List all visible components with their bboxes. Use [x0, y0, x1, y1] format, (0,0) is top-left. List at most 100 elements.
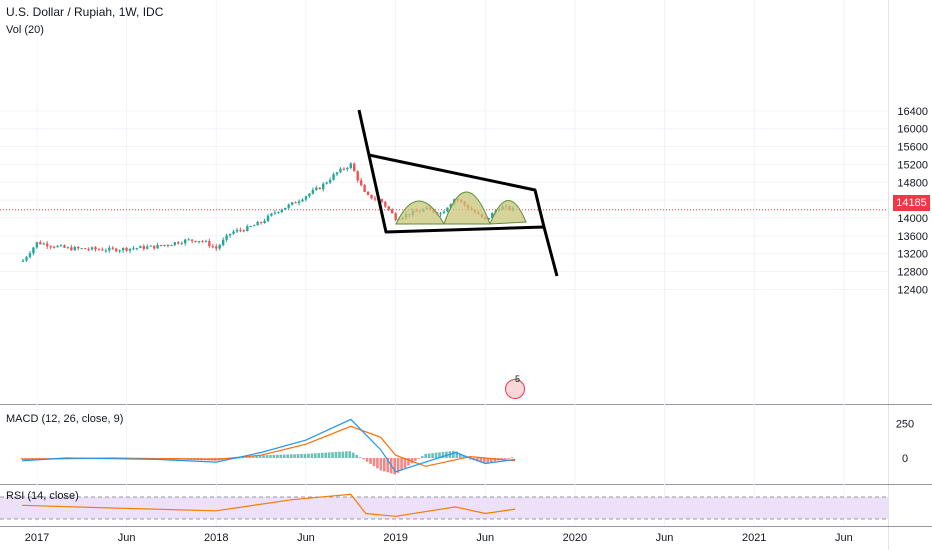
candle-body — [25, 257, 28, 261]
candle-body — [135, 248, 139, 250]
candle-body — [366, 191, 370, 195]
candle-body — [70, 247, 73, 251]
price-tick-label: 13600 — [897, 231, 928, 243]
candle-body — [491, 213, 494, 218]
price-tick-label: 15600 — [897, 142, 928, 154]
time-tick-label: Jun — [476, 532, 494, 544]
candle-body — [359, 180, 363, 186]
candle-body — [225, 235, 228, 240]
candle-body — [97, 249, 101, 251]
candle-body — [442, 211, 446, 214]
macd-histogram-bar — [334, 452, 338, 458]
candle-body — [156, 245, 159, 249]
candle-body — [304, 196, 308, 200]
macd-line — [22, 418, 516, 473]
macd-histogram-bar — [44, 458, 48, 459]
macd-histogram-bar — [327, 452, 331, 458]
candle-body — [315, 187, 318, 190]
macd-histogram-bar — [338, 451, 341, 458]
candle-body — [66, 247, 70, 249]
macd-histogram-bar — [493, 458, 497, 462]
rsi-label[interactable]: RSI (14, close) — [6, 490, 79, 502]
macd-histogram-bar — [479, 458, 483, 463]
candle-body — [194, 240, 197, 243]
volume-label[interactable]: Vol (20) — [6, 24, 44, 36]
macd-histogram-bar — [396, 458, 400, 473]
macd-histogram-bar — [452, 450, 455, 458]
macd-histogram-bar — [341, 451, 345, 458]
macd-histogram-bar — [393, 458, 396, 475]
candle-body — [128, 248, 132, 251]
right-shoulder-shape — [489, 200, 527, 225]
price-tick-label: 12800 — [897, 267, 928, 279]
candle-body — [42, 243, 45, 245]
macd-histogram-bar — [486, 458, 490, 463]
macd-histogram-bar — [379, 458, 383, 471]
time-tick-label: Jun — [656, 532, 674, 544]
left-shoulder-shape — [395, 200, 445, 225]
candle-body — [239, 229, 242, 231]
candle-body — [184, 239, 187, 244]
candle-body — [263, 220, 266, 223]
candle-body — [346, 167, 349, 170]
macd-histogram-bar — [251, 456, 255, 458]
macd-histogram-bar — [324, 452, 327, 458]
time-tick-label: 2018 — [204, 532, 228, 544]
candle-body — [328, 179, 332, 183]
pattern-wedge-upper — [368, 153, 546, 228]
candle-body — [332, 174, 335, 180]
macd-label[interactable]: MACD (12, 26, close, 9) — [6, 413, 124, 425]
macd-histogram-bar — [286, 454, 290, 458]
candle-body — [52, 246, 56, 248]
macd-histogram-bar — [238, 457, 241, 459]
macd-histogram-bar — [355, 454, 359, 458]
macd-histogram-bar — [376, 458, 379, 469]
candle-body — [21, 260, 25, 262]
candle-body — [277, 211, 280, 213]
candle-body — [253, 225, 256, 227]
macd-histogram-bar — [414, 458, 417, 461]
candle-body — [80, 248, 83, 250]
macd-histogram-bar — [31, 458, 34, 459]
macd-tick-label: 250 — [896, 419, 914, 431]
candle-body — [46, 243, 49, 247]
price-tick-label: 16000 — [897, 124, 928, 136]
price-tick-label: 14000 — [897, 213, 928, 225]
candle-body — [190, 239, 194, 241]
candle-body — [311, 189, 315, 194]
candle-body — [294, 202, 297, 204]
time-tick-label: Jun — [118, 532, 136, 544]
candle-body — [149, 245, 152, 247]
candle-body — [59, 245, 63, 247]
candle-body — [259, 222, 263, 224]
candle-body — [187, 239, 190, 241]
macd-histogram-bar — [345, 451, 348, 458]
candle-body — [290, 202, 294, 205]
candle-body — [249, 226, 252, 228]
macd-histogram-bar — [27, 458, 31, 460]
candle-body — [301, 199, 304, 202]
time-tick-label: 2019 — [383, 532, 407, 544]
macd-histogram-bar — [279, 454, 283, 458]
macd-histogram-bar — [483, 458, 486, 464]
candle-body — [132, 248, 135, 250]
candle-body — [221, 239, 225, 246]
candle-body — [204, 241, 208, 243]
macd-histogram-bar — [434, 452, 438, 458]
candle-body — [232, 231, 235, 234]
event-flag-icon[interactable]: 5 — [505, 374, 525, 399]
candle-body — [39, 242, 42, 245]
candle-body — [197, 241, 201, 243]
time-tick-label: 2020 — [563, 532, 587, 544]
candle-body — [325, 182, 328, 184]
macd-histogram-bar — [300, 453, 303, 458]
candle-body — [246, 226, 249, 232]
macd-histogram-bar — [310, 453, 314, 458]
candle-body — [373, 198, 377, 200]
macd-histogram-bar — [503, 458, 507, 459]
candle-body — [449, 204, 453, 208]
candle-body — [208, 241, 211, 247]
candle-body — [49, 246, 52, 248]
